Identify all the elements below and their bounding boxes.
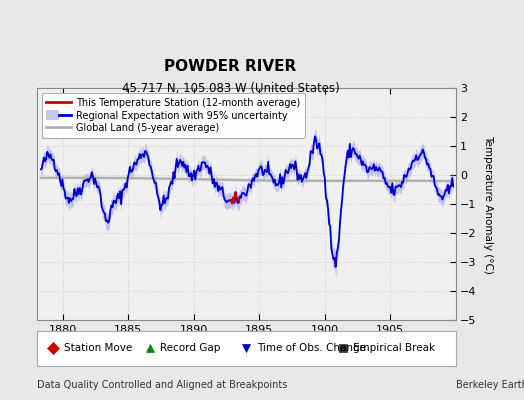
Text: Record Gap: Record Gap <box>160 343 221 354</box>
Legend: This Temperature Station (12-month average), Regional Expectation with 95% uncer: This Temperature Station (12-month avera… <box>41 93 304 138</box>
Text: Time of Obs. Change: Time of Obs. Change <box>257 343 366 354</box>
Text: POWDER RIVER: POWDER RIVER <box>165 59 297 74</box>
Text: Data Quality Controlled and Aligned at Breakpoints: Data Quality Controlled and Aligned at B… <box>37 380 287 390</box>
Text: Station Move: Station Move <box>64 343 132 354</box>
Text: Berkeley Earth: Berkeley Earth <box>456 380 524 390</box>
Y-axis label: Temperature Anomaly (°C): Temperature Anomaly (°C) <box>483 134 493 274</box>
Text: Empirical Break: Empirical Break <box>353 343 435 354</box>
Text: 45.717 N, 105.083 W (United States): 45.717 N, 105.083 W (United States) <box>122 82 340 95</box>
